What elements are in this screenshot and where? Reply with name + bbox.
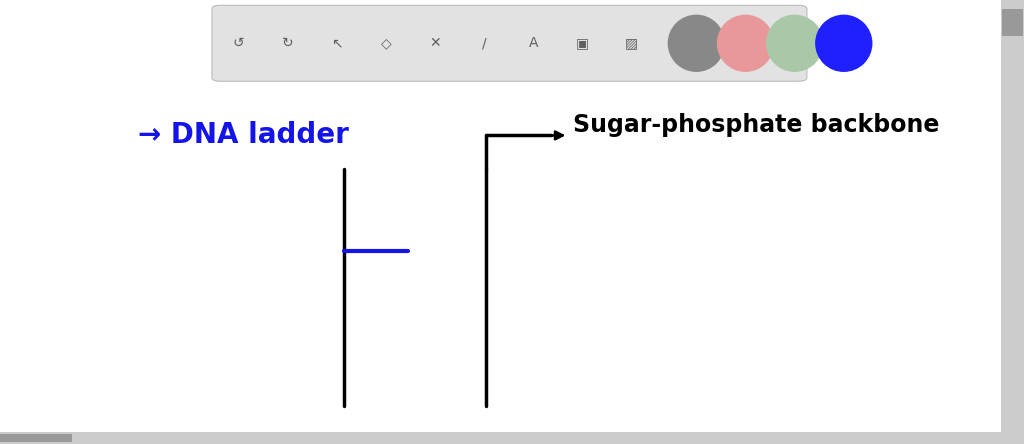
FancyBboxPatch shape bbox=[212, 5, 807, 81]
Text: ▣: ▣ bbox=[577, 36, 589, 50]
Ellipse shape bbox=[717, 15, 774, 72]
Ellipse shape bbox=[668, 15, 725, 72]
Text: ✕: ✕ bbox=[429, 36, 441, 50]
Ellipse shape bbox=[766, 15, 823, 72]
Bar bbox=[1001, 0, 1024, 432]
Text: ↖: ↖ bbox=[331, 36, 343, 50]
Text: Sugar-phosphate backbone: Sugar-phosphate backbone bbox=[573, 113, 940, 137]
Text: ↻: ↻ bbox=[282, 36, 294, 50]
Text: ▨: ▨ bbox=[626, 36, 638, 50]
Bar bbox=[0, 434, 72, 442]
Text: → DNA ladder: → DNA ladder bbox=[138, 121, 349, 150]
Text: ◇: ◇ bbox=[381, 36, 391, 50]
Text: ↺: ↺ bbox=[232, 36, 245, 50]
Bar bbox=[1002, 9, 1023, 36]
Text: /: / bbox=[482, 36, 486, 50]
Bar bbox=[0, 432, 1024, 444]
Text: A: A bbox=[528, 36, 539, 50]
Ellipse shape bbox=[815, 15, 872, 72]
